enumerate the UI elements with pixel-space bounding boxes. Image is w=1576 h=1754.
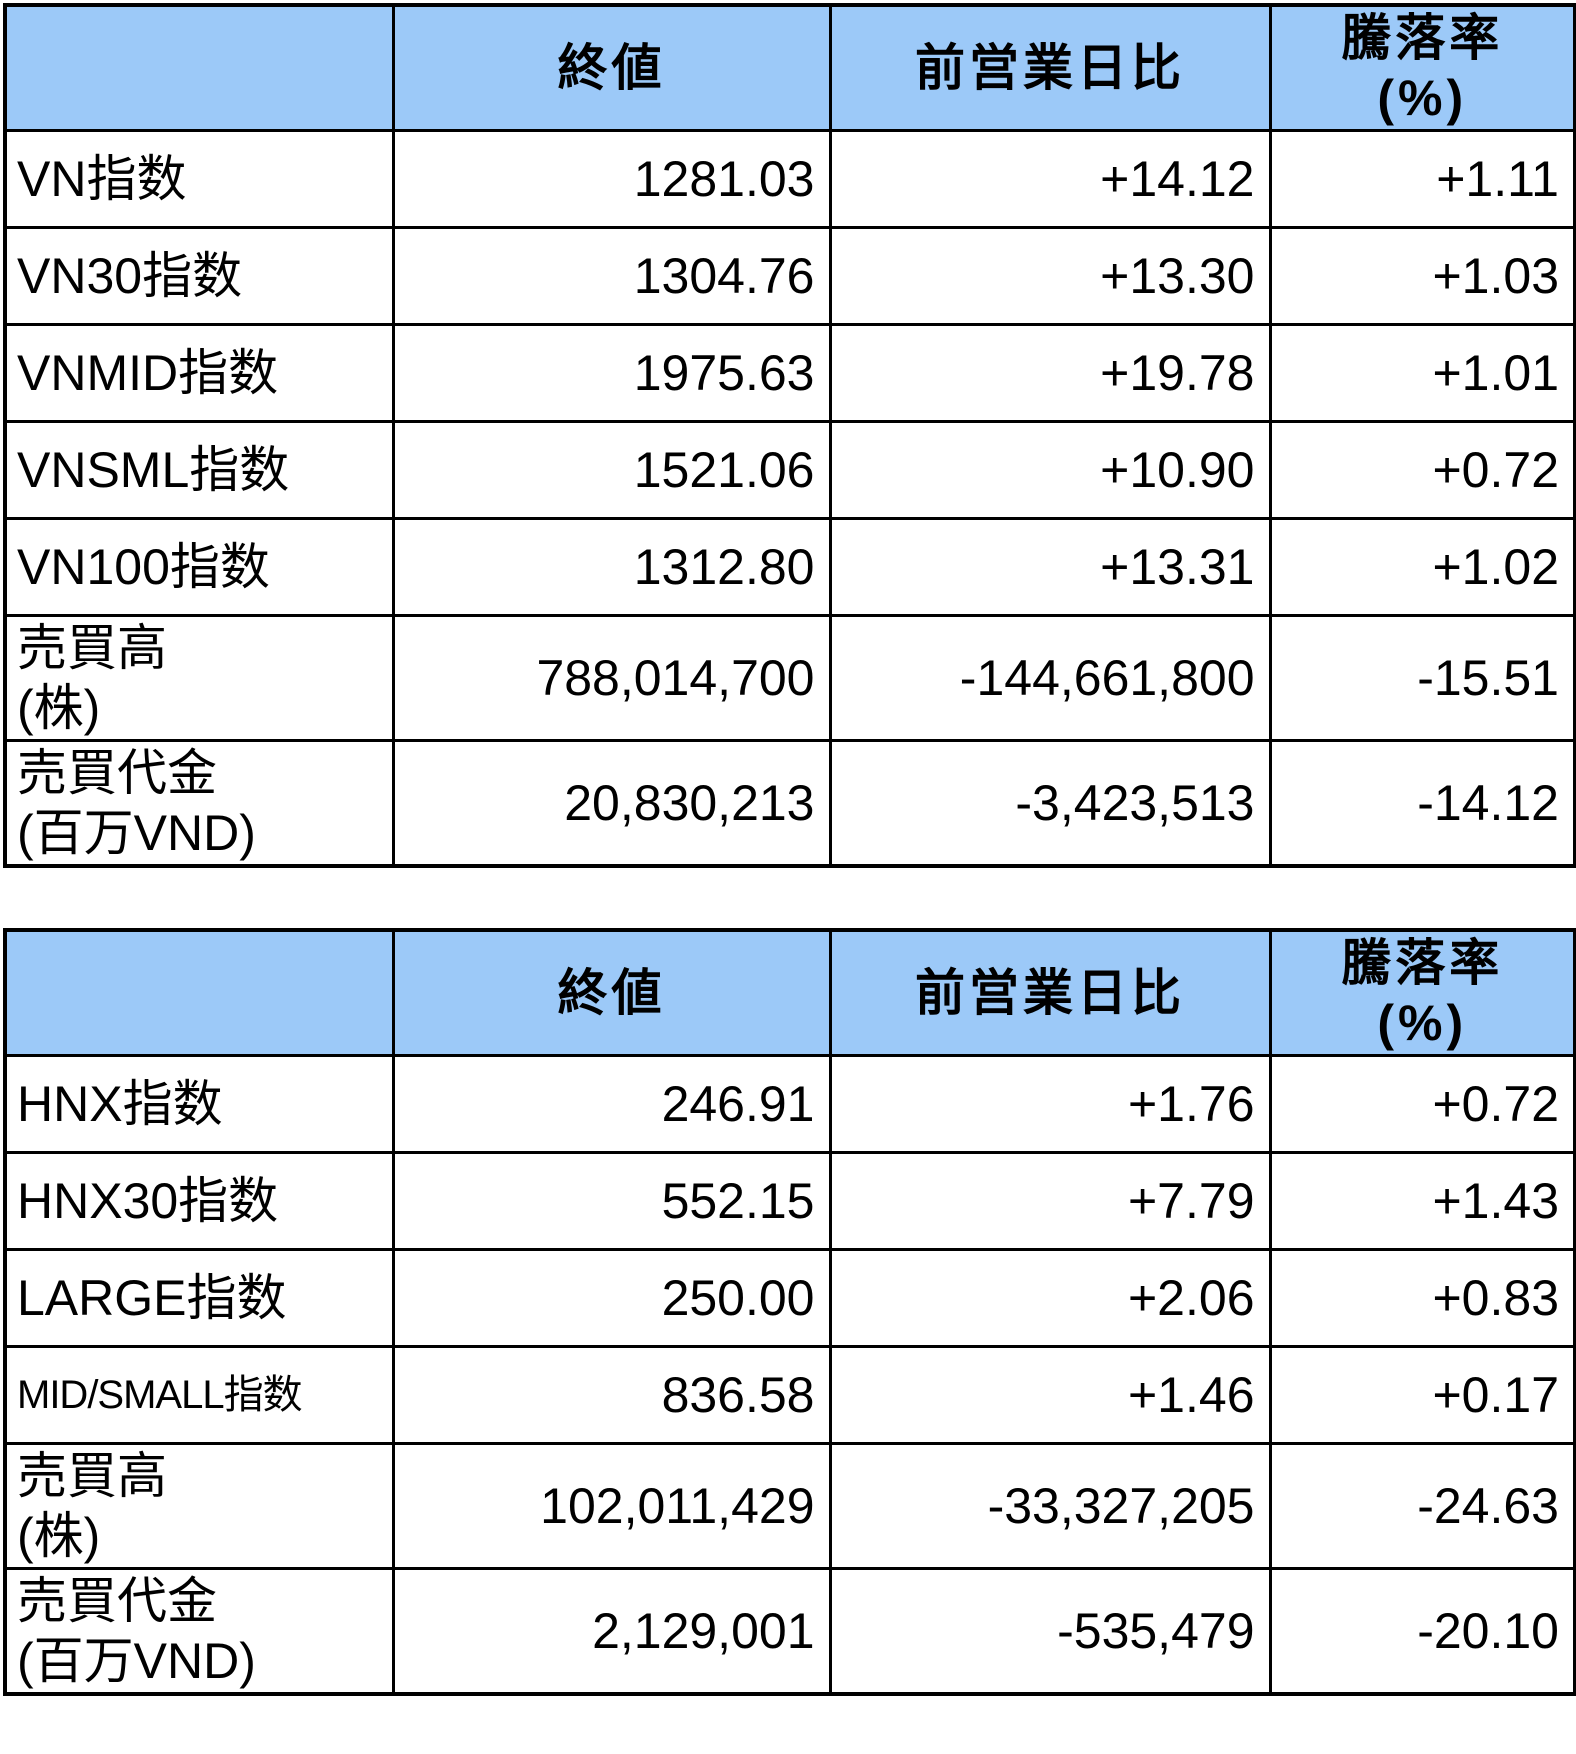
table-row: VNSML指数 1521.06 +10.90 +0.72 [3, 420, 1576, 520]
diff-value: -144,661,800 [828, 614, 1272, 742]
row-label: 売買代金 (百万VND) [3, 739, 395, 868]
close-value: 836.58 [391, 1345, 832, 1445]
rate-value: -24.63 [1268, 1442, 1576, 1570]
hnx-header-label-cell [3, 928, 395, 1057]
diff-value: -3,423,513 [828, 739, 1272, 868]
row-label: 売買高 (株) [3, 614, 395, 742]
close-value: 246.91 [391, 1054, 832, 1154]
hose-header-close: 終値 [391, 3, 832, 132]
close-value: 552.15 [391, 1151, 832, 1251]
close-value: 1304.76 [391, 226, 832, 326]
rate-value: -14.12 [1268, 739, 1576, 868]
close-value: 2,129,001 [391, 1567, 832, 1696]
row-label: HNX指数 [3, 1054, 395, 1154]
row-label: VNMID指数 [3, 323, 395, 423]
row-label: VN100指数 [3, 517, 395, 617]
row-label: HNX30指数 [3, 1151, 395, 1251]
diff-value: +13.31 [828, 517, 1272, 617]
table-row: 売買代金 (百万VND) 20,830,213 -3,423,513 -14.1… [3, 739, 1576, 868]
row-label: VN指数 [3, 129, 395, 229]
hnx-header-diff: 前営業日比 [828, 928, 1272, 1057]
table-row: MID/SMALL指数 836.58 +1.46 +0.17 [3, 1345, 1576, 1445]
rate-value: +1.02 [1268, 517, 1576, 617]
diff-value: +13.30 [828, 226, 1272, 326]
close-value: 1521.06 [391, 420, 832, 520]
close-value: 250.00 [391, 1248, 832, 1348]
row-label: VNSML指数 [3, 420, 395, 520]
close-value: 788,014,700 [391, 614, 832, 742]
table-row: LARGE指数 250.00 +2.06 +0.83 [3, 1248, 1576, 1348]
close-value: 1281.03 [391, 129, 832, 229]
close-value: 102,011,429 [391, 1442, 832, 1570]
diff-value: +10.90 [828, 420, 1272, 520]
rate-value: -15.51 [1268, 614, 1576, 742]
hnx-header-rate: 騰落率 (%) [1268, 928, 1576, 1057]
diff-value: +14.12 [828, 129, 1272, 229]
hose-header-row: 終値 前営業日比 騰落率 (%) [3, 3, 1576, 132]
diff-value: -535,479 [828, 1567, 1272, 1696]
table-row: VN100指数 1312.80 +13.31 +1.02 [3, 517, 1576, 617]
rate-value: +1.11 [1268, 129, 1576, 229]
rate-value: +1.01 [1268, 323, 1576, 423]
rate-value: +0.72 [1268, 420, 1576, 520]
row-label: LARGE指数 [3, 1248, 395, 1348]
table-row: 売買代金 (百万VND) 2,129,001 -535,479 -20.10 [3, 1567, 1576, 1696]
hose-header-rate: 騰落率 (%) [1268, 3, 1576, 132]
rate-value: -20.10 [1268, 1567, 1576, 1696]
hose-index-table: 終値 前営業日比 騰落率 (%) VN指数 1281.03 +14.12 +1.… [3, 3, 1576, 868]
hnx-header-close: 終値 [391, 928, 832, 1057]
table-row: VN指数 1281.03 +14.12 +1.11 [3, 129, 1576, 229]
row-label: 売買高 (株) [3, 1442, 395, 1570]
close-value: 1975.63 [391, 323, 832, 423]
rate-value: +1.03 [1268, 226, 1576, 326]
table-row: VNMID指数 1975.63 +19.78 +1.01 [3, 323, 1576, 423]
table-row: HNX30指数 552.15 +7.79 +1.43 [3, 1151, 1576, 1251]
row-label: 売買代金 (百万VND) [3, 1567, 395, 1696]
close-value: 1312.80 [391, 517, 832, 617]
hnx-index-table: 終値 前営業日比 騰落率 (%) HNX指数 246.91 +1.76 +0.7… [3, 928, 1576, 1696]
diff-value: -33,327,205 [828, 1442, 1272, 1570]
hose-header-label-cell [3, 3, 395, 132]
diff-value: +2.06 [828, 1248, 1272, 1348]
hose-header-diff: 前営業日比 [828, 3, 1272, 132]
diff-value: +1.76 [828, 1054, 1272, 1154]
diff-value: +7.79 [828, 1151, 1272, 1251]
close-value: 20,830,213 [391, 739, 832, 868]
table-row: 売買高 (株) 102,011,429 -33,327,205 -24.63 [3, 1442, 1576, 1570]
rate-value: +0.17 [1268, 1345, 1576, 1445]
diff-value: +19.78 [828, 323, 1272, 423]
rate-value: +0.83 [1268, 1248, 1576, 1348]
row-label: MID/SMALL指数 [3, 1345, 395, 1445]
table-row: HNX指数 246.91 +1.76 +0.72 [3, 1054, 1576, 1154]
table-row: VN30指数 1304.76 +13.30 +1.03 [3, 226, 1576, 326]
hnx-header-row: 終値 前営業日比 騰落率 (%) [3, 928, 1576, 1057]
row-label: VN30指数 [3, 226, 395, 326]
table-row: 売買高 (株) 788,014,700 -144,661,800 -15.51 [3, 614, 1576, 742]
rate-value: +1.43 [1268, 1151, 1576, 1251]
diff-value: +1.46 [828, 1345, 1272, 1445]
rate-value: +0.72 [1268, 1054, 1576, 1154]
